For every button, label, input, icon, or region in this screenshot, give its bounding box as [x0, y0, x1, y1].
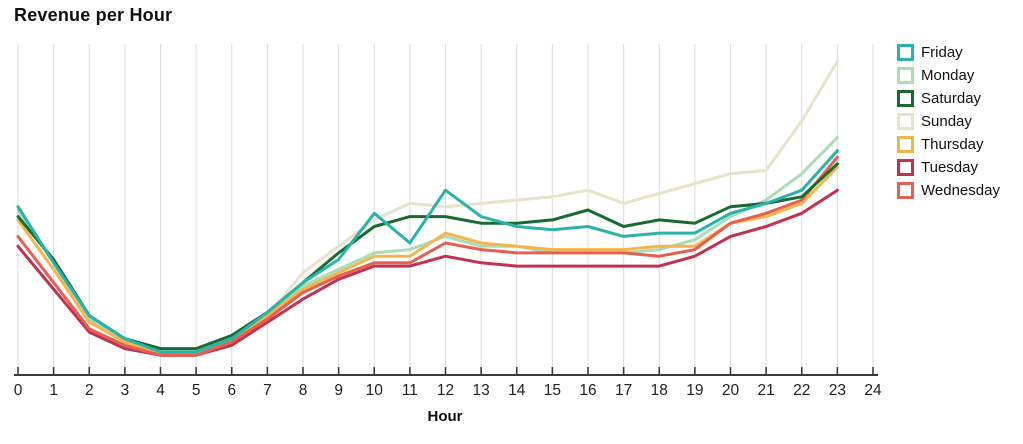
x-tick-label-23: 23: [829, 382, 846, 399]
series-line-sunday: [16, 60, 839, 354]
x-tick-label-8: 8: [299, 382, 308, 399]
x-tick-label-24: 24: [864, 382, 882, 399]
legend-label: Wednesday: [921, 182, 1000, 199]
legend-swatch-saturday: [897, 90, 914, 107]
x-tick-label-2: 2: [85, 382, 94, 399]
legend-label: Monday: [921, 67, 975, 84]
x-tick-label-0: 0: [14, 382, 23, 399]
legend-label: Thursday: [921, 136, 984, 153]
x-tick-label-17: 17: [615, 382, 632, 399]
legend-swatch-sunday: [897, 113, 914, 130]
x-tick-label-13: 13: [473, 382, 490, 399]
x-tick-label-7: 7: [263, 382, 272, 399]
x-tick-label-6: 6: [227, 382, 236, 399]
x-tick-label-19: 19: [686, 382, 703, 399]
x-tick-label-14: 14: [508, 382, 526, 399]
legend-swatch-wednesday: [897, 182, 914, 199]
x-tick-label-10: 10: [366, 382, 384, 399]
legend-swatch-monday: [897, 67, 914, 84]
x-tick-label-9: 9: [334, 382, 343, 399]
x-tick-label-21: 21: [758, 382, 775, 399]
series-line-wednesday: [16, 155, 839, 357]
legend-label: Tuesday: [921, 159, 978, 176]
legend-item-wednesday: Wednesday: [897, 179, 1000, 202]
x-tick-label-18: 18: [651, 382, 668, 399]
legend: Friday Monday Saturday Sunday Thursday Tuesda…: [897, 41, 1000, 202]
legend-item-saturday: Saturday: [897, 87, 1000, 110]
x-tick-label-3: 3: [121, 382, 130, 399]
chart-title: Revenue per Hour: [14, 5, 173, 25]
x-tick-label-20: 20: [722, 382, 740, 399]
x-tick-label-5: 5: [192, 382, 201, 399]
x-tick-label-16: 16: [579, 382, 596, 399]
legend-swatch-friday: [897, 44, 914, 61]
series-line-saturday: [16, 162, 839, 351]
x-tick-label-15: 15: [544, 382, 561, 399]
legend-label: Friday: [921, 44, 963, 61]
legend-item-tuesday: Tuesday: [897, 156, 1000, 179]
legend-item-monday: Monday: [897, 64, 1000, 87]
x-tick-label-11: 11: [402, 382, 418, 399]
legend-swatch-thursday: [897, 136, 914, 153]
x-tick-label-4: 4: [156, 382, 165, 399]
legend-item-sunday: Sunday: [897, 110, 1000, 133]
legend-item-friday: Friday: [897, 41, 1000, 64]
legend-swatch-tuesday: [897, 159, 914, 176]
legend-label: Saturday: [921, 90, 982, 107]
legend-item-thursday: Thursday: [897, 133, 1000, 156]
legend-label: Sunday: [921, 113, 972, 130]
x-tick-label-12: 12: [437, 382, 454, 399]
x-tick-label-1: 1: [49, 382, 58, 399]
series-line-friday: [16, 149, 839, 354]
x-tick-label-22: 22: [793, 382, 810, 399]
x-axis-label: Hour: [427, 408, 463, 425]
